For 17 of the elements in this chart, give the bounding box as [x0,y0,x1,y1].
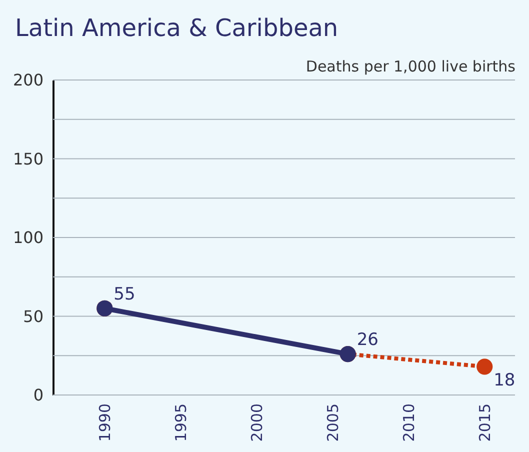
y-tick-label: 100 [12,228,44,247]
x-tick-label: 2005 [324,404,342,442]
x-tick-label: 1990 [96,404,114,442]
x-tick-label: 2010 [400,404,418,442]
chart-title: Latin America & Caribbean [15,14,338,42]
x-tick-label: 2000 [248,404,266,442]
y-tick-label: 200 [12,70,44,90]
y-axis-title: Deaths per 1,000 live births [306,58,516,76]
data-label: 26 [356,330,378,350]
y-tick-label: 50 [23,306,44,326]
point [476,358,493,375]
y-tick-label: 150 [12,149,44,168]
x-tick-label: 1995 [172,404,190,442]
y-tick-label: 0 [33,386,44,404]
x-tick-label: 2015 [476,404,494,442]
data-label: 18 [494,370,516,391]
data-label: 55 [114,284,136,304]
